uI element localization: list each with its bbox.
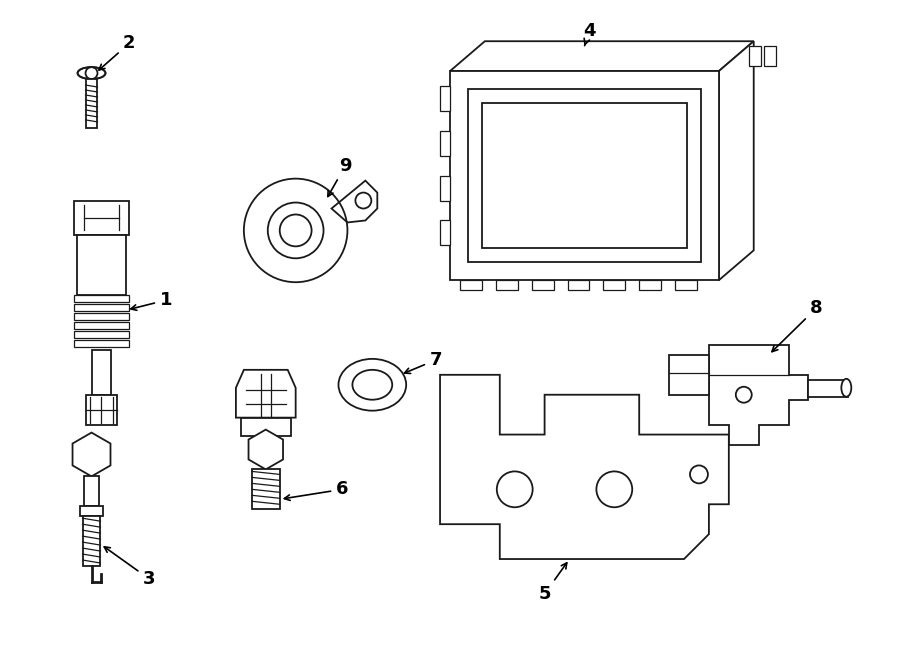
Bar [84,477,100,506]
Polygon shape [74,200,130,235]
Polygon shape [440,375,729,559]
Text: 9: 9 [328,157,352,196]
Ellipse shape [338,359,406,410]
Polygon shape [719,41,753,280]
Bar [603,280,625,290]
Ellipse shape [77,67,105,79]
Bar [83,516,101,566]
Bar [74,313,130,320]
Bar [79,506,104,516]
Bar [639,280,662,290]
Text: 4: 4 [583,22,596,46]
Polygon shape [86,79,97,128]
Bar [74,304,130,311]
Ellipse shape [842,379,851,397]
Text: 7: 7 [404,351,442,373]
Bar [252,469,280,509]
Bar [74,331,130,338]
Polygon shape [450,41,753,71]
Bar [74,322,130,329]
Bar [74,295,130,302]
Bar [241,418,291,436]
Bar [440,131,450,156]
Bar [74,340,130,347]
Bar [468,89,701,262]
Bar [440,221,450,245]
Polygon shape [236,370,296,418]
Bar [482,103,687,249]
Polygon shape [73,432,111,477]
Polygon shape [86,395,117,424]
Bar [675,280,697,290]
Bar [532,280,554,290]
Ellipse shape [353,370,392,400]
Polygon shape [709,345,808,444]
Bar [568,280,590,290]
Polygon shape [92,350,112,395]
Text: 8: 8 [772,299,823,352]
Bar [460,280,482,290]
Bar [764,46,776,66]
Text: 3: 3 [104,547,156,588]
Bar [440,176,450,200]
Bar [440,86,450,111]
Text: 5: 5 [538,563,567,603]
Text: 6: 6 [284,481,348,500]
Polygon shape [248,430,283,469]
Polygon shape [669,355,709,395]
Bar [749,46,760,66]
Text: 2: 2 [99,34,136,70]
Text: 1: 1 [130,291,173,310]
Bar [496,280,518,290]
Polygon shape [450,71,719,280]
Polygon shape [808,380,849,397]
Polygon shape [76,235,126,295]
